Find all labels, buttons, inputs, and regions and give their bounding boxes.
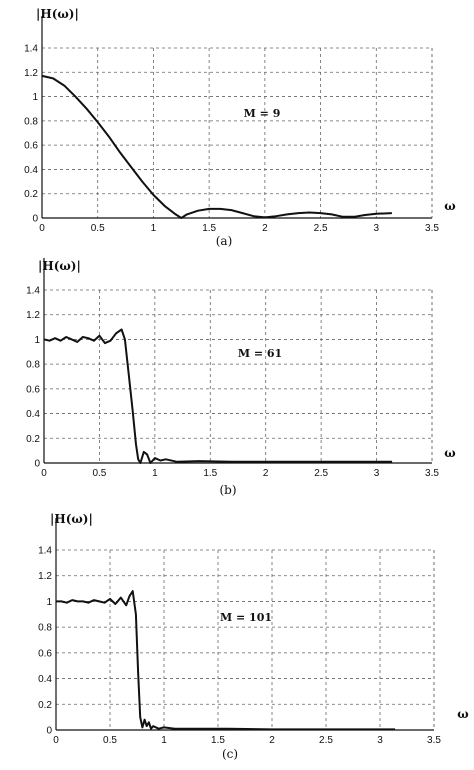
x-tick-label: 2.5 (319, 735, 333, 746)
annotation-label: M = 9 (244, 107, 281, 120)
series-line (56, 590, 396, 731)
x-tick-label: 3 (377, 735, 383, 746)
chart-panel-b: 0 0.5 1 1.5 2 2.5 3 3.5 0 0.2 0.4 0.6 0.8 1 1.2 1.4 |H(ω… (26, 258, 456, 497)
series-line (43, 328, 393, 464)
x-tick-label: 0 (39, 223, 45, 234)
x-tick-label: 3.5 (427, 735, 441, 746)
y-tick-label: 1.2 (26, 310, 40, 321)
y-tick-label: 1.2 (38, 571, 52, 582)
x-tick-label: 0 (41, 468, 47, 479)
x-tick-label: 2 (263, 468, 269, 479)
x-tick-label: 3.5 (425, 223, 439, 234)
panel-caption: (b) (219, 483, 236, 497)
y-tick-label: 1 (34, 335, 40, 346)
y-tick-label: 0.4 (24, 165, 38, 176)
annotation-label: M = 101 (220, 611, 272, 624)
y-tick-label: 1 (46, 597, 52, 608)
y-tick-label: 0.2 (26, 434, 40, 445)
y-tick-label: 0.6 (24, 141, 38, 152)
y-tick-label: 1 (32, 92, 38, 103)
x-tick-label: 1 (151, 223, 157, 234)
x-tick-label: 0 (53, 735, 59, 746)
x-tick-label: 1 (152, 468, 158, 479)
y-tick-label: 0.2 (38, 700, 52, 711)
y-tick-label: 0.4 (26, 409, 40, 420)
x-tick-label: 3 (374, 223, 380, 234)
x-tick-label: 2.5 (314, 468, 328, 479)
x-axis-label: ω (444, 199, 455, 213)
panel-caption: (a) (216, 234, 233, 248)
chart-panel-a: 0 0.5 1 1.5 2 2.5 3 3.5 0 0.2 0.4 0.6 0.8 1 1.2 1.4 |H(ω… (24, 7, 456, 248)
y-tick-label: 0 (32, 214, 38, 225)
x-tick-label: 1.5 (202, 223, 216, 234)
x-tick-label: 2.5 (314, 223, 328, 234)
y-tick-label: 0.6 (38, 648, 52, 659)
y-tick-label: 1.2 (24, 68, 38, 79)
chart-panel-c: 0 0.5 1 1.5 2 2.5 3 3.5 0 0.2 0.4 0.6 0.8 1 1.2 1.4 |H(ω… (38, 512, 469, 761)
x-tick-label: 2 (262, 223, 268, 234)
y-tick-label: 0 (46, 726, 52, 737)
x-tick-label: 1.5 (203, 468, 217, 479)
x-tick-label: 3 (374, 468, 380, 479)
y-tick-label: 0.2 (24, 189, 38, 200)
y-axis-label: |H(ω)| (36, 7, 79, 21)
x-tick-label: 0.5 (103, 735, 117, 746)
y-axis-label: |H(ω)| (38, 259, 81, 273)
y-tick-label: 0.8 (26, 360, 40, 371)
x-tick-label: 0.5 (92, 468, 106, 479)
y-tick-label: 0.8 (24, 116, 38, 127)
y-tick-label: 1.4 (26, 286, 40, 297)
x-tick-label: 0.5 (91, 223, 105, 234)
x-tick-label: 1.5 (211, 735, 225, 746)
series-line (41, 74, 392, 219)
annotation-label: M = 61 (238, 347, 282, 360)
y-tick-label: 0.8 (38, 623, 52, 634)
x-tick-label: 3.5 (425, 468, 439, 479)
x-axis-label: ω (444, 446, 455, 460)
panel-caption: (c) (222, 747, 238, 761)
x-tick-label: 1 (161, 735, 167, 746)
y-tick-label: 0 (34, 459, 40, 470)
y-tick-label: 1.4 (24, 44, 38, 55)
y-tick-label: 0.6 (26, 384, 40, 395)
y-tick-label: 0.4 (38, 674, 52, 685)
y-axis-label: |H(ω)| (50, 512, 93, 526)
x-axis-label: ω (457, 707, 468, 721)
x-tick-label: 2 (269, 735, 275, 746)
y-tick-label: 1.4 (38, 546, 52, 557)
